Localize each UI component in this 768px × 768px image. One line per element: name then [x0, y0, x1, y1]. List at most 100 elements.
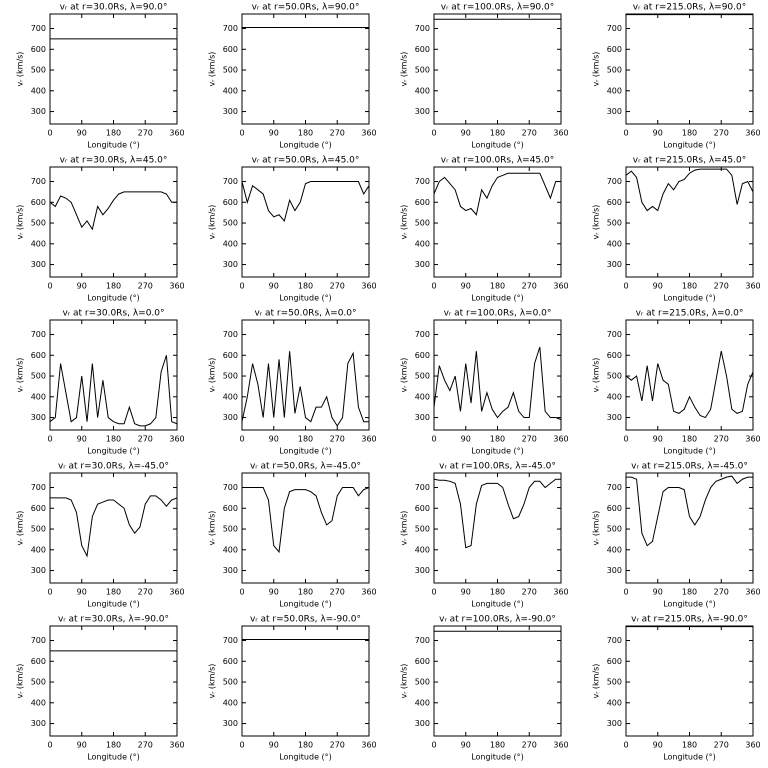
- x-axis-label: Longitude (°): [87, 753, 140, 762]
- x-tick-label: 270: [522, 588, 537, 597]
- chart-title: vᵣ at r=100.0Rs, λ=90.0°: [441, 3, 555, 13]
- y-tick-label: 600: [415, 45, 430, 54]
- x-tick-label: 90: [269, 741, 279, 750]
- x-tick-label: 270: [522, 282, 537, 291]
- y-tick-label: 700: [607, 483, 622, 492]
- chart-title: vᵣ at r=215.0Rs, λ=-90.0°: [631, 615, 748, 625]
- x-axis-label: Longitude (°): [471, 141, 524, 150]
- x-tick-label: 360: [553, 741, 568, 750]
- x-tick-label: 360: [169, 129, 184, 138]
- y-tick-label: 300: [415, 719, 430, 728]
- x-tick-label: 180: [682, 282, 697, 291]
- plot-frame: [49, 472, 178, 584]
- plot-frame: [49, 13, 178, 125]
- y-tick-label: 300: [415, 260, 430, 269]
- chart-title: vᵣ at r=30.0Rs, λ=90.0°: [60, 3, 168, 13]
- x-tick-label: 90: [653, 435, 663, 444]
- x-tick-label: 90: [461, 129, 471, 138]
- y-tick-label: 600: [607, 45, 622, 54]
- plot-frame: [49, 319, 178, 431]
- x-tick-label: 180: [298, 588, 313, 597]
- y-tick-label: 400: [223, 545, 238, 554]
- y-axis-label: vᵣ (km/s): [400, 664, 409, 699]
- data-line: [49, 355, 178, 427]
- x-tick-label: 0: [239, 588, 244, 597]
- y-tick-label: 400: [223, 698, 238, 707]
- x-tick-label: 180: [490, 435, 505, 444]
- chart-title: vᵣ at r=100.0Rs, λ=0.0°: [444, 309, 552, 319]
- y-tick-label: 500: [31, 66, 46, 75]
- y-tick-label: 400: [415, 239, 430, 248]
- y-tick-label: 600: [607, 351, 622, 360]
- x-axis-label: Longitude (°): [663, 753, 716, 762]
- y-axis-label: vᵣ (km/s): [400, 511, 409, 546]
- y-tick-label: 300: [223, 719, 238, 728]
- y-tick-label: 400: [223, 86, 238, 95]
- y-tick-label: 500: [415, 66, 430, 75]
- x-tick-label: 270: [330, 741, 345, 750]
- data-line: [49, 191, 177, 231]
- y-tick-label: 300: [223, 566, 238, 575]
- y-tick-label: 700: [415, 177, 430, 186]
- x-tick-label: 90: [461, 588, 471, 597]
- x-axis-label: Longitude (°): [471, 447, 524, 456]
- x-tick-label: 180: [106, 741, 121, 750]
- y-tick-label: 600: [31, 198, 46, 207]
- chart-title: vᵣ at r=30.0Rs, λ=45.0°: [60, 156, 168, 166]
- y-tick-label: 500: [223, 66, 238, 75]
- y-axis-label: vᵣ (km/s): [208, 205, 217, 240]
- y-tick-label: 300: [31, 260, 46, 269]
- y-tick-label: 300: [415, 413, 430, 422]
- x-tick-label: 0: [431, 435, 436, 444]
- y-axis-label: vᵣ (km/s): [16, 511, 25, 546]
- x-tick-label: 270: [138, 129, 153, 138]
- x-tick-label: 360: [361, 741, 376, 750]
- y-tick-label: 700: [607, 636, 622, 645]
- plot-frame: [241, 13, 370, 125]
- x-tick-label: 360: [745, 129, 760, 138]
- y-tick-label: 700: [607, 24, 622, 33]
- y-tick-label: 600: [415, 351, 430, 360]
- y-tick-label: 600: [223, 657, 238, 666]
- x-tick-label: 270: [138, 282, 153, 291]
- x-tick-label: 360: [553, 588, 568, 597]
- x-tick-label: 0: [47, 435, 52, 444]
- x-tick-label: 90: [461, 741, 471, 750]
- x-tick-label: 360: [169, 741, 184, 750]
- x-tick-label: 360: [361, 435, 376, 444]
- y-axis-label: vᵣ (km/s): [16, 205, 25, 240]
- plot-frame: [625, 166, 754, 278]
- x-tick-label: 270: [138, 588, 153, 597]
- y-tick-label: 600: [607, 198, 622, 207]
- x-tick-label: 90: [461, 435, 471, 444]
- y-tick-label: 300: [415, 566, 430, 575]
- y-tick-label: 300: [415, 107, 430, 116]
- y-tick-label: 700: [415, 24, 430, 33]
- y-tick-label: 700: [31, 483, 46, 492]
- y-tick-label: 300: [607, 566, 622, 575]
- x-tick-label: 90: [77, 282, 87, 291]
- data-line: [433, 172, 561, 216]
- x-axis-label: Longitude (°): [279, 141, 332, 150]
- x-tick-label: 90: [653, 129, 663, 138]
- chart-title: vᵣ at r=215.0Rs, λ=0.0°: [636, 309, 744, 319]
- x-tick-label: 270: [330, 282, 345, 291]
- y-tick-label: 400: [31, 392, 46, 401]
- chart-title: vᵣ at r=50.0Rs, λ=0.0°: [254, 309, 356, 319]
- y-tick-label: 700: [223, 483, 238, 492]
- x-tick-label: 270: [138, 435, 153, 444]
- chart-title: vᵣ at r=50.0Rs, λ=-45.0°: [250, 462, 361, 472]
- x-tick-label: 270: [714, 588, 729, 597]
- x-tick-label: 180: [106, 435, 121, 444]
- x-tick-label: 360: [553, 282, 568, 291]
- plot-frame: [433, 166, 562, 278]
- x-axis-label: Longitude (°): [471, 600, 524, 609]
- chart-title: vᵣ at r=30.0Rs, λ=0.0°: [62, 309, 164, 319]
- y-axis-label: vᵣ (km/s): [16, 358, 25, 393]
- x-axis-label: Longitude (°): [279, 753, 332, 762]
- y-tick-label: 500: [415, 372, 430, 381]
- plot-frame: [625, 13, 754, 125]
- chart-title: vᵣ at r=215.0Rs, λ=-45.0°: [631, 462, 748, 472]
- x-tick-label: 0: [431, 129, 436, 138]
- x-tick-label: 180: [490, 282, 505, 291]
